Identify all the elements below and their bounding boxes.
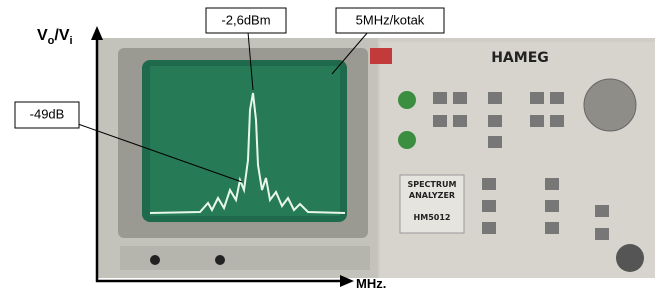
panel-title: ANALYZER bbox=[409, 191, 455, 200]
power-button bbox=[370, 48, 392, 64]
panel-title: SPECTRUM bbox=[407, 180, 456, 189]
photo: HAMEG SPECTRUM ANALYZER HM5012 bbox=[98, 38, 655, 278]
input-connector bbox=[616, 244, 644, 272]
x-axis-label: MHz. bbox=[356, 276, 386, 291]
callout-text: -2,6dBm bbox=[221, 12, 270, 27]
crt-glow bbox=[150, 66, 340, 216]
green-button bbox=[398, 91, 416, 109]
knob bbox=[215, 255, 225, 265]
tuning-knob bbox=[584, 79, 636, 131]
y-axis-label: Vo/Vi bbox=[37, 27, 73, 47]
y-arrow bbox=[91, 26, 103, 40]
model: HM5012 bbox=[414, 213, 451, 222]
control-panel bbox=[380, 42, 655, 278]
green-button bbox=[398, 131, 416, 149]
knob bbox=[150, 255, 160, 265]
brand: HAMEG bbox=[491, 50, 549, 66]
callout-text: -49dB bbox=[30, 106, 65, 121]
figure: HAMEG SPECTRUM ANALYZER HM5012 Vo/Vi MHz… bbox=[0, 0, 655, 298]
callout-text: 5MHz/kotak bbox=[356, 12, 425, 27]
